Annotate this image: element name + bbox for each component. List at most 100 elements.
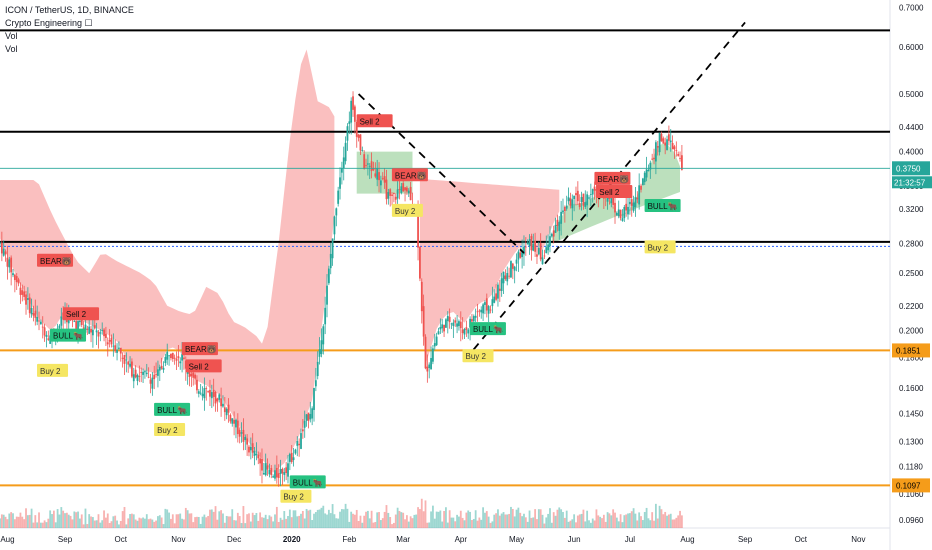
signal-label-text: Sell 2 bbox=[599, 188, 620, 197]
volume-bar bbox=[578, 514, 581, 528]
candle-body bbox=[645, 169, 648, 178]
trend-line-up[interactable] bbox=[463, 21, 746, 362]
volume-bar bbox=[602, 514, 605, 528]
signal-label-text: BULL🐂 bbox=[53, 332, 83, 341]
candle-body bbox=[125, 359, 128, 361]
price-axis-panel[interactable] bbox=[890, 0, 932, 550]
volume-bar bbox=[391, 524, 393, 528]
volume-bar bbox=[638, 512, 641, 528]
candle-body bbox=[216, 398, 219, 402]
candle-body bbox=[467, 329, 470, 334]
volume-bar bbox=[424, 500, 427, 528]
candle-body bbox=[543, 255, 546, 257]
volume-bar bbox=[19, 512, 22, 528]
volume-bar bbox=[389, 517, 392, 528]
candle-body bbox=[43, 327, 46, 336]
candle-body bbox=[281, 468, 284, 474]
volume-bar bbox=[433, 518, 436, 528]
candle-body bbox=[454, 320, 457, 323]
volume-label[interactable]: Vol bbox=[5, 31, 18, 41]
candle-body bbox=[465, 327, 468, 330]
volume-bar bbox=[216, 519, 219, 528]
candle-body bbox=[437, 331, 440, 335]
candle-body bbox=[138, 375, 141, 377]
volume-bar bbox=[272, 521, 275, 528]
volume-label-2[interactable]: Vol bbox=[5, 44, 18, 54]
volume-bar bbox=[588, 520, 590, 528]
candle-body bbox=[188, 369, 191, 377]
candle-body bbox=[329, 253, 332, 269]
candle-body bbox=[558, 221, 561, 231]
volume-bar bbox=[649, 520, 652, 528]
volume-bar bbox=[615, 517, 618, 528]
candle-body bbox=[8, 259, 11, 268]
volume-bar bbox=[532, 517, 535, 528]
candle-body bbox=[537, 247, 540, 255]
volume-bar bbox=[656, 518, 659, 528]
candle-body bbox=[58, 325, 61, 329]
volume-bar bbox=[623, 515, 626, 528]
volume-bar bbox=[673, 519, 676, 528]
candle-body bbox=[482, 304, 484, 314]
signal-label-text: BULL🐂 bbox=[157, 406, 187, 415]
volume-bar bbox=[597, 515, 600, 528]
candle-body bbox=[359, 134, 362, 151]
candle-body bbox=[348, 121, 351, 124]
candle-body bbox=[220, 398, 223, 407]
volume-bar bbox=[350, 511, 353, 528]
volume-bar bbox=[52, 510, 55, 528]
trend-line-down[interactable] bbox=[357, 93, 525, 254]
symbol-title[interactable]: ICON / TetherUS, 1D, BINANCE bbox=[5, 5, 134, 15]
candle-body bbox=[552, 230, 555, 237]
candle-body bbox=[305, 414, 308, 421]
volume-bar bbox=[49, 510, 52, 528]
volume-bar bbox=[365, 511, 367, 528]
volume-bar bbox=[127, 518, 130, 528]
signal-label-text: BULL🐂 bbox=[473, 325, 503, 334]
candle-body bbox=[268, 469, 271, 475]
volume-bar bbox=[88, 514, 91, 528]
candle-body bbox=[417, 211, 419, 248]
volume-bar bbox=[170, 518, 172, 528]
volume-bar bbox=[192, 522, 195, 528]
candle-body bbox=[255, 453, 258, 455]
x-tick-label: Aug bbox=[680, 535, 694, 544]
volume-bar bbox=[294, 510, 297, 528]
candle-body bbox=[517, 251, 520, 260]
candle-body bbox=[272, 476, 275, 478]
candle-body bbox=[485, 298, 488, 311]
indicator-label[interactable]: Crypto Engineering ☐ bbox=[5, 18, 93, 28]
volume-bar bbox=[205, 517, 208, 528]
volume-bar bbox=[92, 517, 94, 528]
volume-bar bbox=[404, 519, 406, 528]
volume-bar bbox=[203, 514, 206, 528]
volume-bar bbox=[530, 517, 533, 528]
candle-body bbox=[326, 285, 328, 305]
candle-body bbox=[15, 276, 18, 283]
candle-body bbox=[25, 294, 27, 305]
volume-bar bbox=[30, 508, 33, 528]
bear-cloud bbox=[0, 49, 335, 473]
volume-bar bbox=[183, 519, 185, 528]
candle-body bbox=[136, 375, 139, 381]
volume-bar bbox=[75, 512, 78, 528]
volume-bar bbox=[255, 512, 258, 528]
signal-label-text: Buy 2 bbox=[648, 243, 669, 252]
volume-bar bbox=[129, 514, 131, 528]
candle-body bbox=[389, 189, 392, 196]
volume-bar bbox=[472, 518, 475, 528]
candle-body bbox=[511, 263, 514, 269]
volume-bar bbox=[311, 520, 314, 528]
volume-bar bbox=[157, 516, 159, 528]
candle-body bbox=[424, 336, 427, 369]
candle-body bbox=[471, 319, 473, 322]
candle-body bbox=[73, 321, 76, 323]
volume-bar bbox=[645, 507, 648, 528]
candle-body bbox=[201, 393, 204, 397]
candle-body bbox=[60, 316, 63, 326]
volume-bar bbox=[573, 514, 576, 528]
candle-body bbox=[209, 389, 211, 397]
volume-bar bbox=[545, 517, 548, 528]
